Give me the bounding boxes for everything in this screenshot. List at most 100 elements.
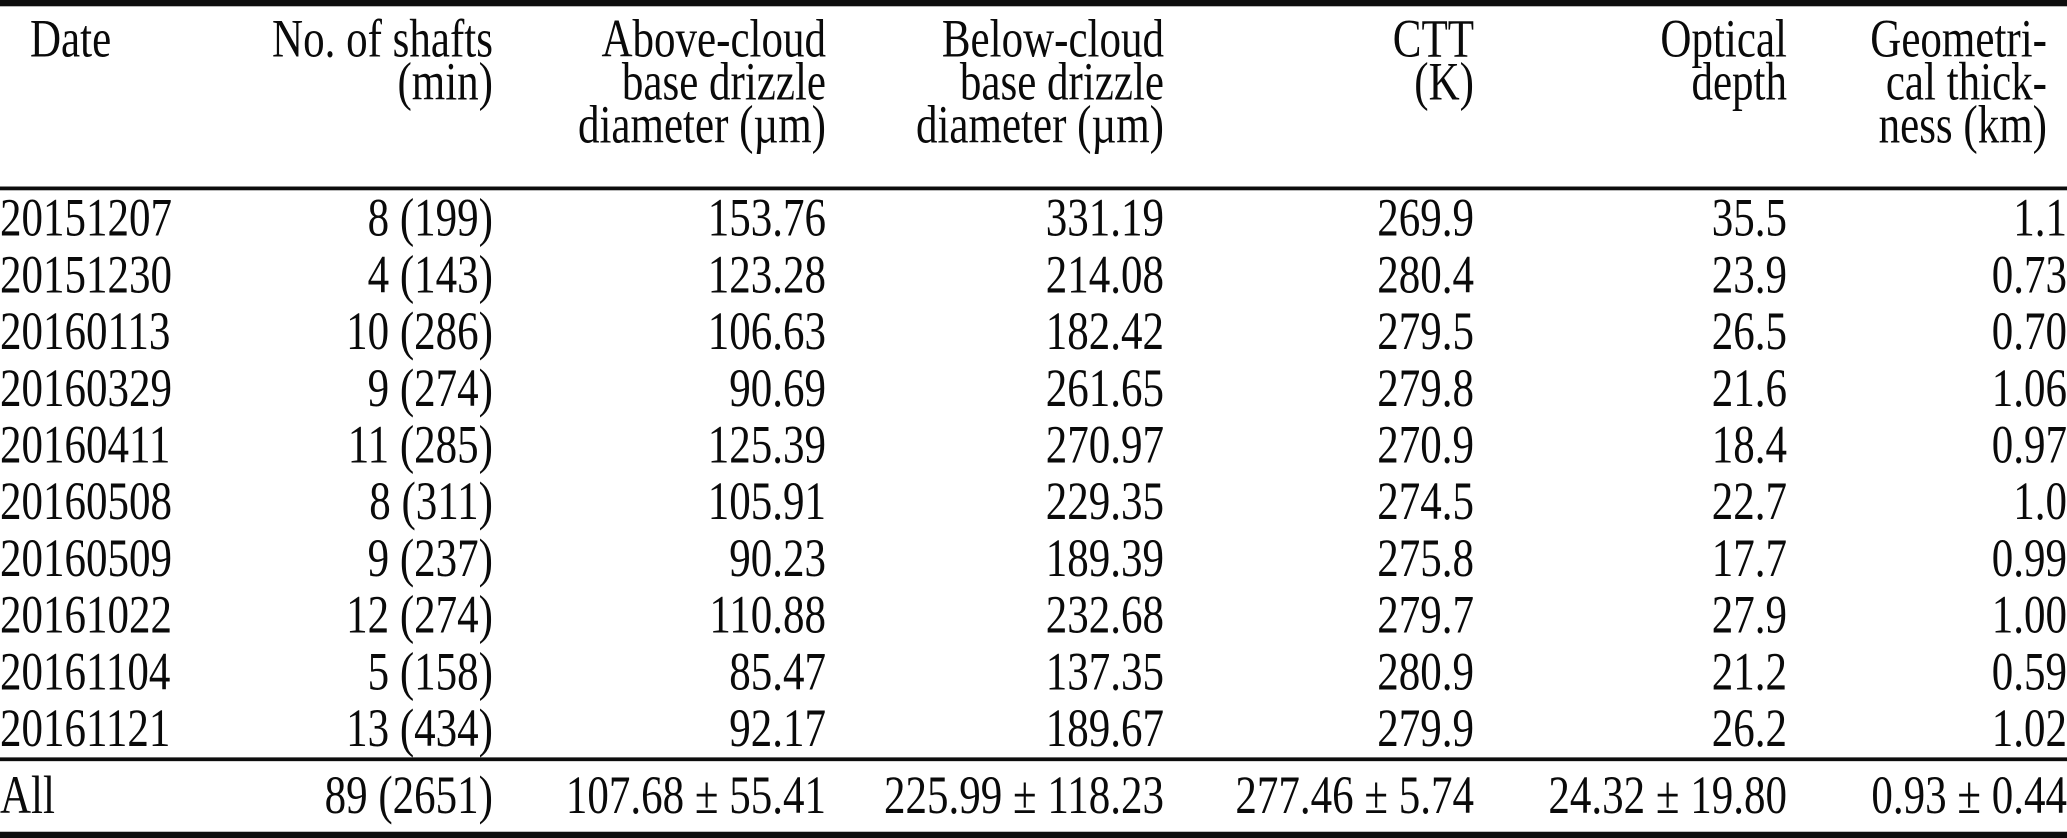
cell-shafts: 8 (311): [369, 472, 493, 532]
column-header-below-cloud-diameter: Below-cloud base drizzle diameter (µm): [826, 3, 1164, 191]
cell-above-cloud-diameter: 105.91: [707, 472, 826, 532]
cell-date: 20151207: [0, 189, 172, 249]
header-line: Geometri-: [1870, 10, 2047, 70]
summary-cell-geometrical-thickness: 0.93 ± 0.44: [1787, 757, 2067, 835]
cell-optical-depth: 21.2: [1711, 642, 1787, 702]
cell-above-cloud-diameter: 92.17: [729, 699, 826, 759]
header-line: Optical: [1660, 10, 1787, 70]
cell-date: 20160508: [0, 472, 172, 532]
cell-date: 20161121: [0, 699, 171, 759]
table-row: 20151230 4 (143) 123.28 214.08 280.4 23.9 0.73: [0, 247, 2067, 304]
summary-row: All 89 (2651) 107.68 ± 55.41 225.99 ± 118.2…: [0, 757, 2067, 835]
column-header-above-cloud-diameter: Above-cloud base drizzle diameter (µm): [493, 3, 827, 191]
cell-above-cloud-diameter: 153.76: [707, 189, 826, 249]
cell-shafts: 9 (274): [367, 359, 493, 419]
summary-cell-date: All: [0, 757, 233, 835]
cell-date: 20160509: [0, 529, 172, 589]
cell-below-cloud-diameter: 137.35: [1045, 642, 1164, 702]
cell-shafts: 11 (285): [347, 415, 493, 476]
cell-ctt: 280.4: [1377, 245, 1474, 305]
cell-geometrical-thickness: 1.00: [1991, 585, 2067, 646]
column-header-ctt: CTT (K): [1164, 3, 1474, 191]
cell-date: 20161022: [0, 585, 172, 646]
cell-shafts: 12 (274): [346, 585, 493, 646]
header-line: depth: [1691, 52, 1787, 113]
table-row: 20160509 9 (237) 90.23 189.39 275.8 17.7 0.99: [0, 531, 2067, 588]
table-row: 20160508 8 (311) 105.91 229.35 274.5 22.7 1.0: [0, 474, 2067, 531]
cell-ctt: 269.9: [1377, 189, 1474, 249]
cell-above-cloud-diameter: 90.23: [729, 529, 826, 589]
cell-shafts: 13 (434): [346, 699, 493, 759]
cell-shafts: 10 (286): [346, 302, 493, 362]
cell-below-cloud-diameter: 182.42: [1045, 302, 1164, 362]
table-row: 20160411 11 (285) 125.39 270.97 270.9 18.4 0.9…: [0, 417, 2067, 474]
cell-optical-depth: 22.7: [1711, 472, 1787, 532]
cell-optical-depth: 26.5: [1711, 302, 1787, 362]
header-line: (K): [1414, 52, 1474, 113]
column-header-geometrical-thickness: Geometri-cal thick-ness (km): [1787, 3, 2067, 191]
cell-below-cloud-diameter: 232.68: [1045, 585, 1164, 646]
cell-below-cloud-diameter: 189.67: [1045, 699, 1164, 759]
header-line: CTT: [1392, 10, 1474, 70]
summary-cell-below-cloud-diameter: 225.99 ± 118.23: [826, 757, 1164, 835]
cell-ctt: 279.9: [1377, 699, 1474, 759]
column-header-shafts: No. of shafts (min): [233, 3, 493, 191]
header-line: (min): [397, 52, 493, 113]
cell-below-cloud-diameter: 214.08: [1045, 245, 1164, 305]
header-line: diameter (µm): [915, 95, 1164, 156]
table-row: 20160329 9 (274) 90.69 261.65 279.8 21.6 1.06: [0, 360, 2067, 417]
summary-cell-optical-depth: 24.32 ± 19.80: [1474, 757, 1787, 835]
table-row: 20161121 13 (434) 92.17 189.67 279.9 26.2 1.02: [0, 701, 2067, 760]
table-summary: All 89 (2651) 107.68 ± 55.41 225.99 ± 118.2…: [0, 757, 2067, 835]
table-body: 20151207 8 (199) 153.76 331.19 269.9 35.5 1.1 2…: [0, 188, 2067, 759]
cell-shafts: 4 (143): [367, 245, 493, 305]
cell-optical-depth: 23.9: [1711, 245, 1787, 305]
header-row: Date No. of shafts (min) Above-cloud base dr…: [0, 3, 2067, 191]
cell-optical-depth: 17.7: [1711, 529, 1787, 589]
cell-date: 20160113: [0, 302, 171, 362]
cell-date: 20160411: [0, 415, 171, 476]
cell-geometrical-thickness: 1.02: [1991, 699, 2067, 759]
cell-below-cloud-diameter: 331.19: [1045, 189, 1164, 249]
table-header: Date No. of shafts (min) Above-cloud base dr…: [0, 3, 2067, 191]
cell-above-cloud-diameter: 90.69: [729, 359, 826, 419]
cell-geometrical-thickness: 0.59: [1991, 642, 2067, 702]
cell-geometrical-thickness: 0.73: [1991, 245, 2067, 305]
cell-geometrical-thickness: 1.0: [2013, 472, 2067, 532]
header-line: cal thick-: [1885, 52, 2047, 113]
cell-above-cloud-diameter: 125.39: [707, 415, 826, 476]
cell-date: 20161104: [0, 642, 171, 702]
cell-ctt: 280.9: [1377, 642, 1474, 702]
header-line: No. of shafts: [272, 10, 493, 70]
header-line: Above-cloud: [601, 10, 827, 70]
cell-above-cloud-diameter: 123.28: [707, 245, 826, 305]
cell-optical-depth: 35.5: [1711, 189, 1787, 249]
header-line: ness (km): [1878, 95, 2047, 156]
table-row: 20161104 5 (158) 85.47 137.35 280.9 21.2 0.59: [0, 644, 2067, 701]
cell-below-cloud-diameter: 229.35: [1045, 472, 1164, 532]
header-line: Below-cloud: [941, 10, 1164, 70]
cell-date: 20151230: [0, 245, 172, 305]
table-row: 20151207 8 (199) 153.76 331.19 269.9 35.5 1.1: [0, 188, 2067, 247]
cell-shafts: 9 (237): [367, 529, 493, 589]
cell-geometrical-thickness: 1.1: [2013, 189, 2067, 249]
cell-date: 20160329: [0, 359, 172, 419]
cell-geometrical-thickness: 0.97: [1991, 415, 2067, 476]
column-header-date: Date: [0, 3, 233, 191]
cell-above-cloud-diameter: 106.63: [707, 302, 826, 362]
cell-above-cloud-diameter: 110.88: [709, 585, 826, 646]
cell-ctt: 275.8: [1377, 529, 1474, 589]
cell-optical-depth: 27.9: [1711, 585, 1787, 646]
cell-geometrical-thickness: 0.99: [1991, 529, 2067, 589]
cell-ctt: 270.9: [1377, 415, 1474, 476]
header-line: base drizzle: [621, 52, 826, 113]
cell-above-cloud-diameter: 85.47: [729, 642, 826, 702]
cell-ctt: 279.7: [1377, 585, 1474, 646]
cell-ctt: 279.5: [1377, 302, 1474, 362]
cell-below-cloud-diameter: 261.65: [1045, 359, 1164, 419]
cell-optical-depth: 18.4: [1711, 415, 1787, 476]
cell-shafts: 5 (158): [367, 642, 493, 702]
header-line: base drizzle: [959, 52, 1164, 113]
